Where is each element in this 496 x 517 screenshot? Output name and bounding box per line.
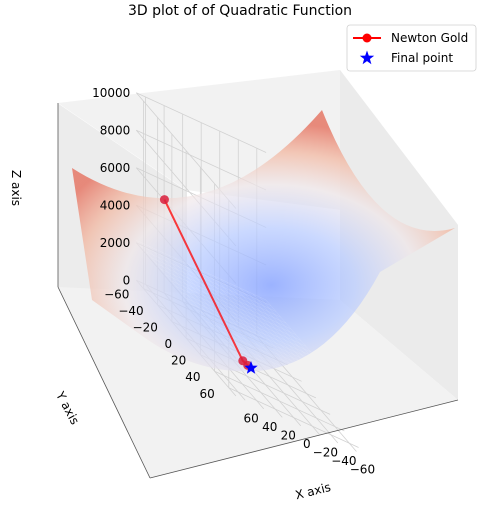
newton-gold-point [159, 195, 169, 205]
z-tick-label: 10000 [92, 86, 130, 100]
legend-label-newton: Newton Gold [391, 31, 468, 45]
mesh-line [235, 355, 366, 372]
mesh-line [156, 263, 287, 324]
legend-marker-newton [362, 33, 372, 43]
mesh-line [194, 267, 295, 372]
mesh-line [181, 292, 311, 353]
surface-bowl [72, 110, 455, 372]
mesh-line [246, 290, 347, 372]
x-tick-label: −40 [331, 454, 356, 468]
mesh-line [161, 269, 292, 330]
y-tick-label: −40 [118, 304, 143, 318]
z-tick-label: 0 [123, 273, 131, 287]
grid-line-z-back [136, 92, 267, 153]
chart-title: 3D plot of of Quadratic Function [128, 3, 352, 19]
mesh-line [227, 281, 327, 372]
mesh-line [166, 274, 297, 335]
mesh-line [181, 261, 282, 372]
mesh-line [142, 243, 243, 360]
x-tick-label: −60 [350, 462, 375, 476]
x-tick-label: 40 [262, 420, 277, 434]
axes [57, 103, 459, 479]
mesh-line [151, 257, 282, 318]
mesh-line [240, 287, 340, 372]
final-point-marker [244, 361, 258, 374]
z-tick-labels: 0 2000 4000 6000 8000 10000 [92, 86, 130, 288]
x-tick-label: −20 [313, 445, 338, 459]
z-tick-label: 8000 [100, 123, 131, 137]
x-tick-label: 20 [281, 428, 296, 442]
z-tick-label: 6000 [100, 161, 131, 175]
mesh-line [253, 293, 353, 372]
grid-line-y-floor [228, 387, 359, 448]
legend: Newton Gold Final point [346, 24, 477, 72]
mesh-line [214, 275, 314, 372]
mesh-line [136, 240, 267, 301]
mesh-line [191, 303, 321, 364]
y-tick-label: 20 [171, 354, 186, 368]
legend-marker-final [359, 50, 375, 65]
mesh-line [155, 249, 256, 366]
y-tick-label: 60 [200, 387, 215, 401]
grid-line-y-floor [214, 370, 345, 432]
series-layer [159, 195, 258, 374]
legend-label-final: Final point [391, 51, 453, 65]
y-tick-label: −60 [104, 288, 129, 302]
x-tick-label: 60 [244, 411, 259, 425]
mesh-line [233, 284, 334, 372]
mesh-line [186, 298, 316, 358]
x-tick-label: 0 [303, 437, 311, 451]
y-tick-label: −20 [133, 321, 158, 335]
y-tick-label: 0 [164, 337, 172, 351]
mesh-line [210, 326, 341, 372]
mesh-line [136, 240, 237, 357]
x-axis-label: X axis [294, 480, 332, 502]
mesh-line [215, 332, 346, 372]
z-axis-label: Z axis [9, 170, 23, 206]
legend-box [346, 24, 477, 72]
mesh-line [225, 344, 356, 372]
mesh-line [230, 350, 361, 372]
y-axis-label: Y axis [53, 388, 82, 427]
mesh-line [149, 246, 249, 363]
mesh-line [146, 251, 277, 312]
mesh-line [175, 258, 275, 372]
mesh-line [141, 245, 272, 306]
mesh-line [171, 280, 302, 341]
y-tick-label: 40 [185, 370, 200, 384]
mesh-line [162, 252, 262, 369]
z-tick-label: 2000 [100, 236, 131, 250]
mesh-line [176, 286, 306, 347]
mesh-line [220, 278, 321, 372]
z-tick-label: 4000 [100, 198, 131, 212]
